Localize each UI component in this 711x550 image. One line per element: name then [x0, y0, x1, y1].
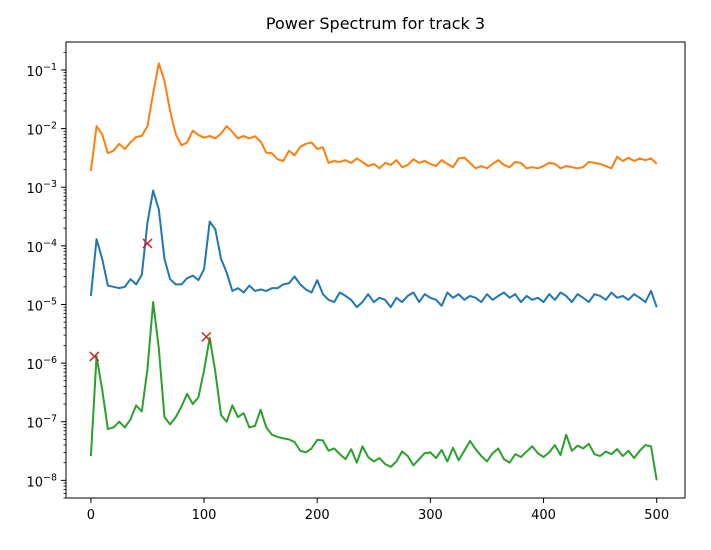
chart-title: Power Spectrum for track 3 [266, 14, 485, 33]
axes: 0 100 200 300 400 500 10−8 10−7 10−6 10−5 10−4 10−3… [26, 51, 669, 523]
series-line-3 [89, 301, 658, 481]
x-tick-label: 0 [87, 508, 95, 523]
peak-marker-1 [89, 351, 100, 362]
axes-frame [65, 41, 686, 499]
x-tick-label: 200 [305, 508, 330, 523]
peak-marker-3 [201, 331, 212, 342]
y-tick-label: 10−2 [26, 121, 57, 139]
plot-area [89, 62, 658, 481]
y-tick-label: 10−8 [26, 472, 57, 490]
y-tick-label: 10−3 [26, 179, 57, 197]
y-tick-label: 10−1 [26, 62, 57, 80]
y-tick-label: 10−4 [26, 238, 57, 256]
y-tick-label: 10−5 [26, 296, 57, 314]
y-tick-label: 10−7 [26, 414, 57, 432]
x-tick-label: 400 [531, 508, 556, 523]
y-tick-label: 10−6 [26, 355, 57, 373]
series-line-1 [89, 62, 658, 172]
x-tick-label: 500 [644, 508, 669, 523]
series-line-2 [89, 189, 658, 309]
peak-marker-2 [142, 238, 153, 249]
x-tick-label: 100 [192, 508, 217, 523]
x-tick-label: 300 [418, 508, 443, 523]
